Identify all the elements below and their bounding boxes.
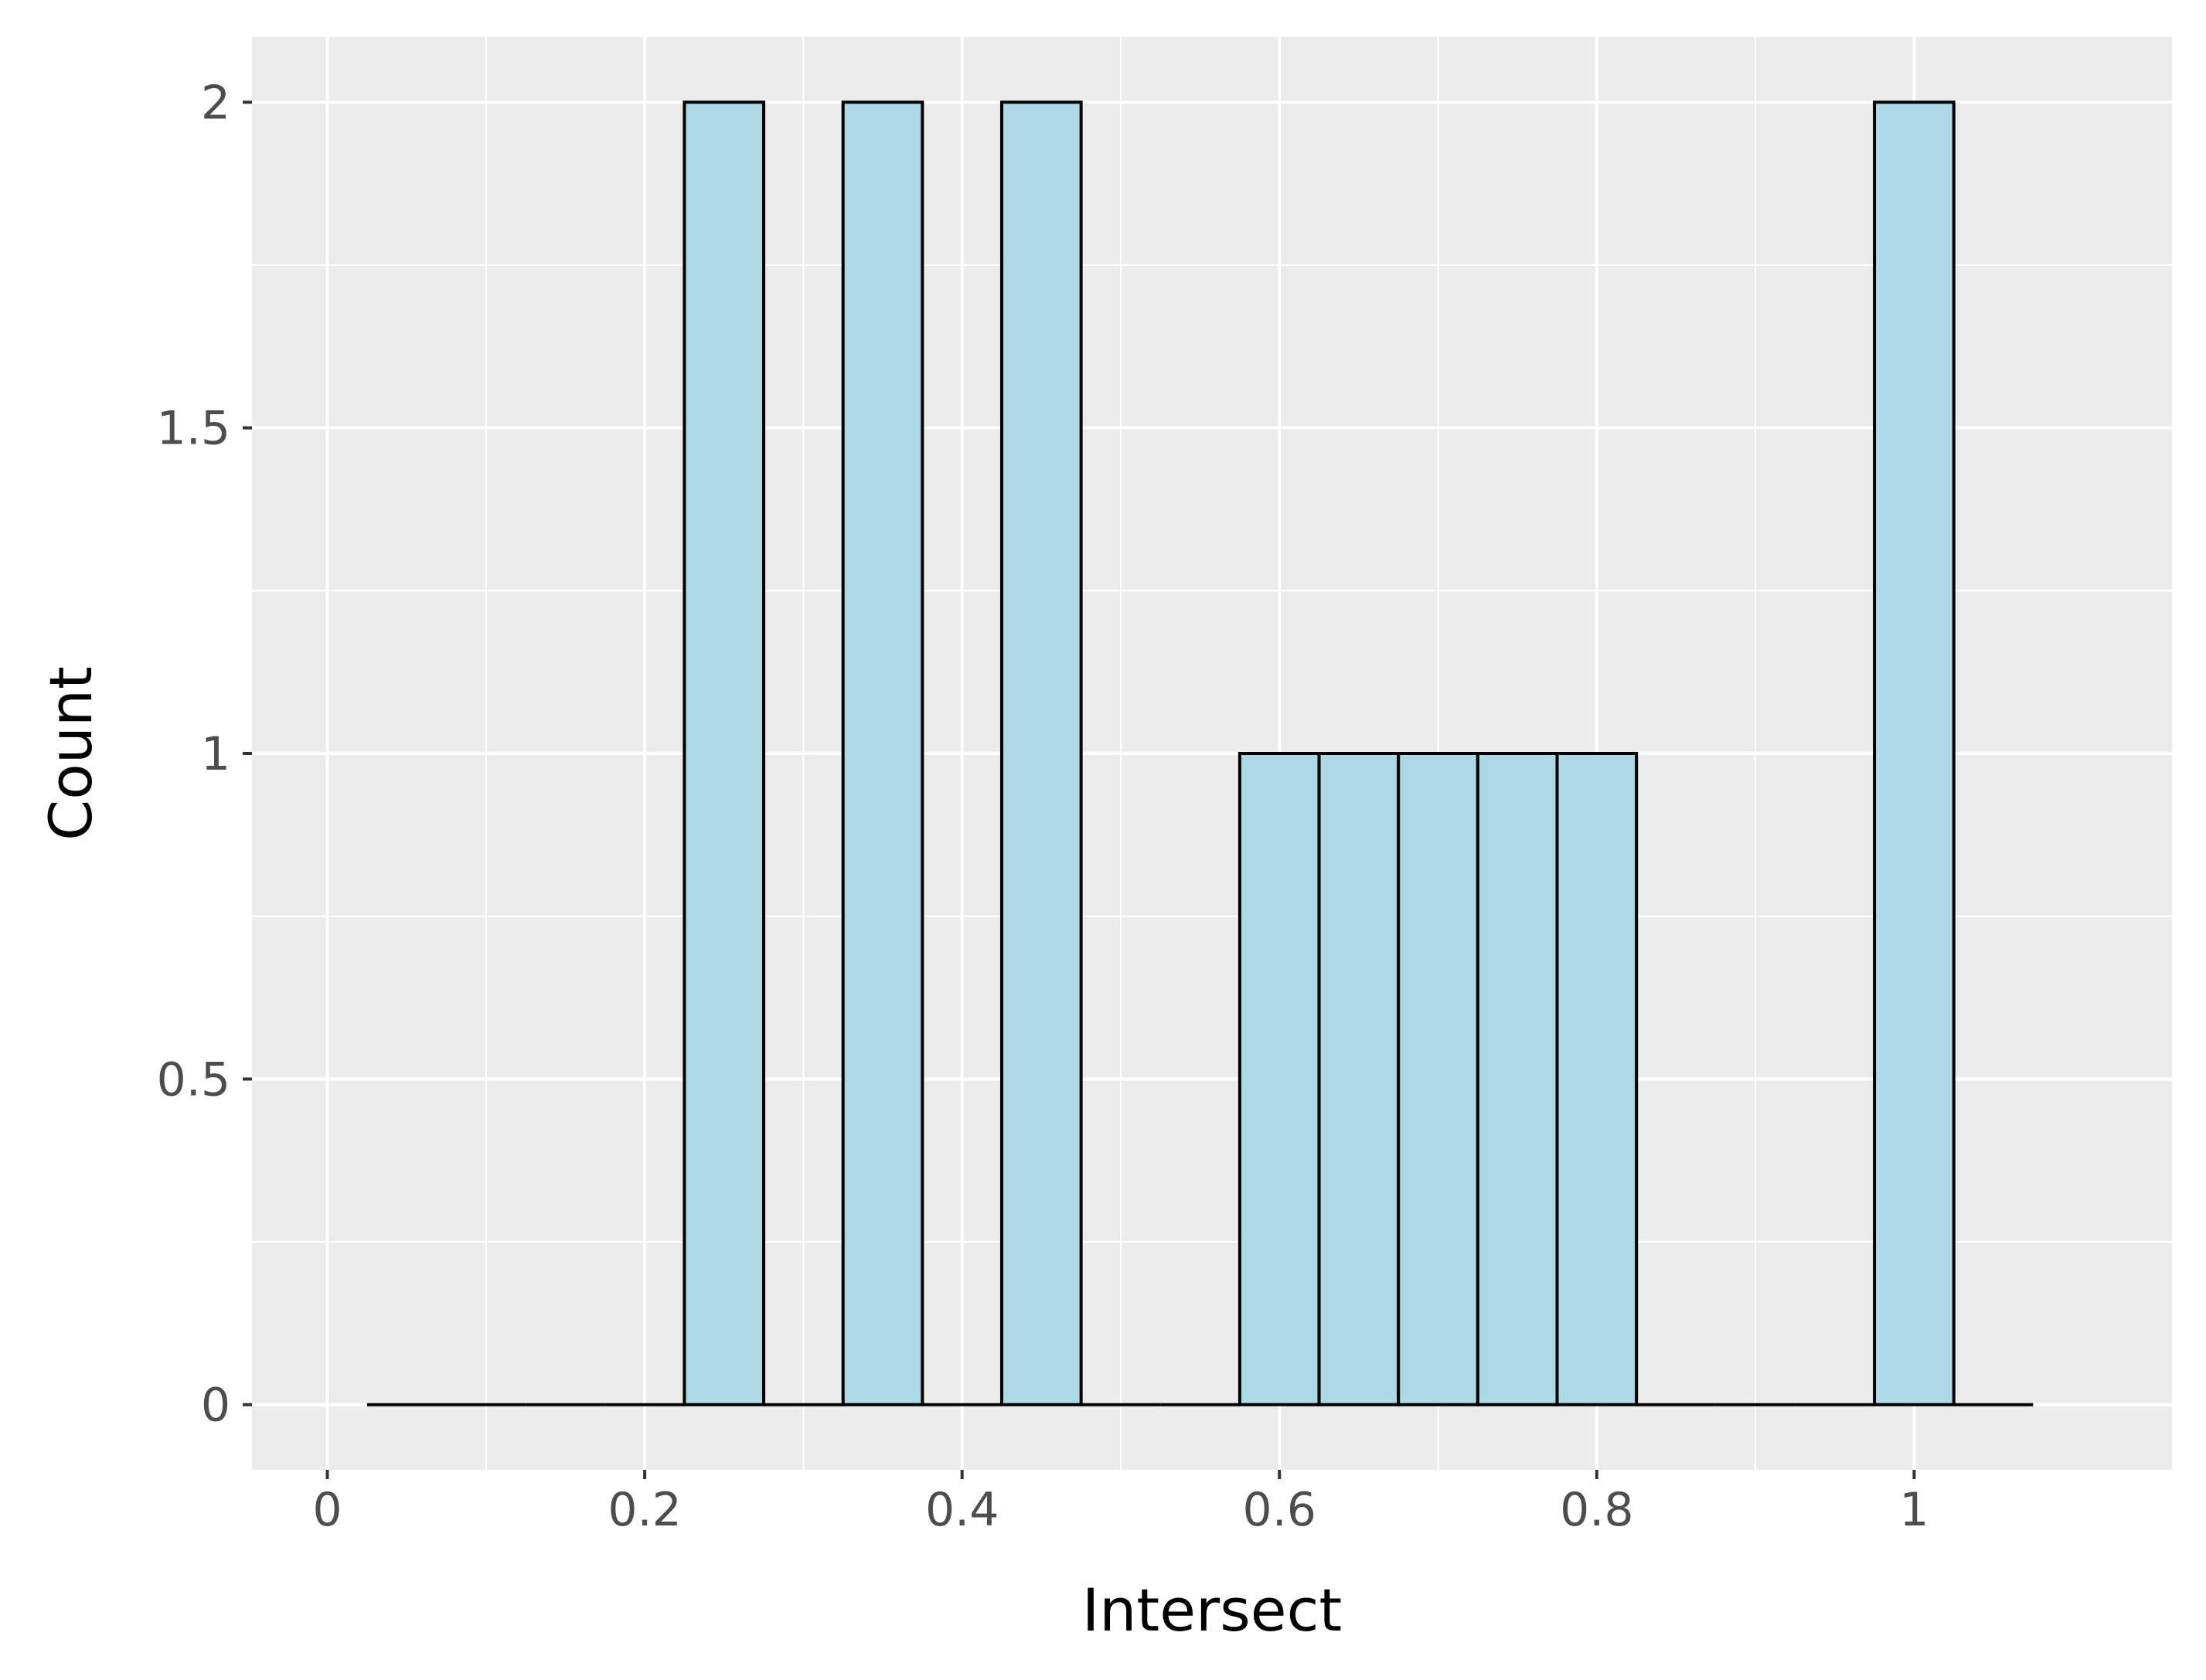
y-axis-title: Count [36, 666, 105, 841]
histogram-bar [1476, 752, 1559, 1406]
histogram-bar [999, 100, 1083, 1406]
bars [366, 100, 2034, 1406]
x-axis-title: Intersect [1082, 1576, 1342, 1644]
x-tick-label: 0.4 [925, 1483, 999, 1537]
histogram-bar [1397, 752, 1479, 1406]
histogram-bar [1555, 752, 1639, 1406]
x-tick-label: 0.6 [1243, 1483, 1316, 1537]
histogram-bar [683, 100, 766, 1406]
histogram-bar [841, 100, 924, 1406]
histogram-bar [1873, 100, 1956, 1406]
histogram-bar [1237, 752, 1321, 1406]
x-tick-label: 0 [312, 1483, 342, 1537]
x-tick-label: 0.8 [1560, 1483, 1633, 1537]
y-tick-label: 0 [201, 1379, 230, 1433]
y-tick-label: 1.5 [157, 402, 230, 456]
x-tick-label: 0.2 [608, 1483, 681, 1537]
x-axis: 0 0.2 0.4 0.6 0.8 1 [312, 1470, 1929, 1537]
y-tick-label: 1 [201, 727, 230, 781]
y-tick-label: 0.5 [157, 1053, 230, 1107]
y-tick-label: 2 [201, 76, 230, 130]
y-axis: 0 0.5 1 1.5 2 [157, 76, 252, 1433]
histogram-bar [1317, 752, 1401, 1406]
x-tick-label: 1 [1899, 1483, 1929, 1537]
